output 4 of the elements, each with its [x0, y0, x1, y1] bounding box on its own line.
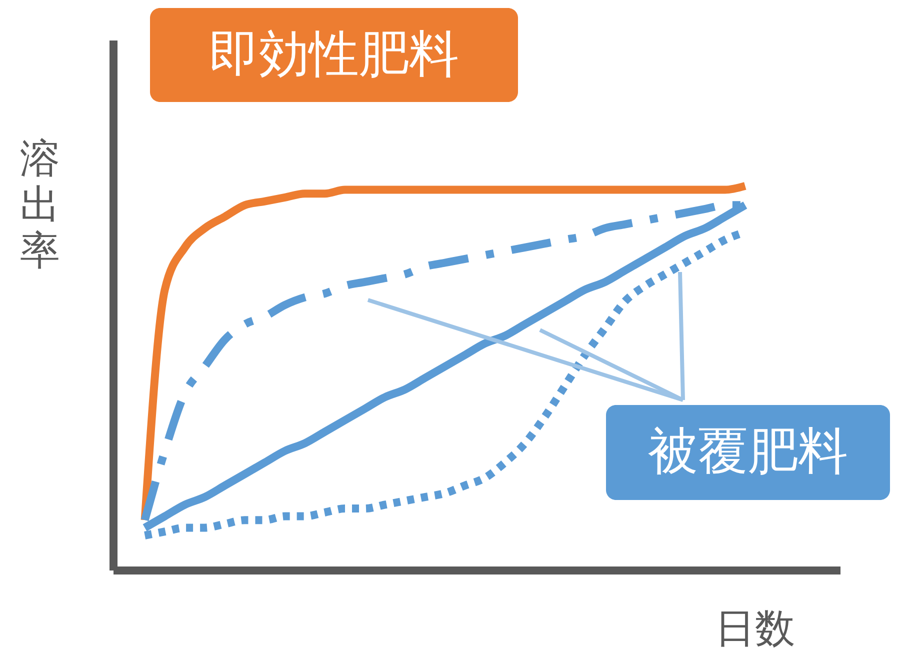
annotation: 被覆肥料 [648, 422, 848, 480]
y-axis-title: 溶出率 [20, 136, 60, 274]
text: 即効性肥料 [209, 25, 459, 83]
x-axis-title: 日数 [715, 606, 795, 652]
